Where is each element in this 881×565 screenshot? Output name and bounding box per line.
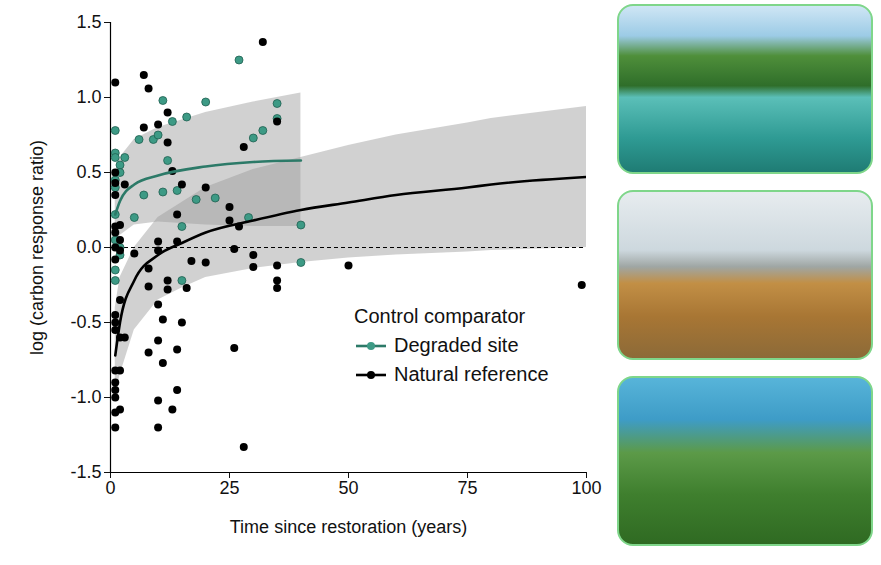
svg-text:-0.5: -0.5 [70,312,101,332]
svg-text:0.5: 0.5 [76,162,101,182]
svg-text:Time since restoration (years): Time since restoration (years) [230,517,467,537]
svg-text:50: 50 [338,478,358,498]
svg-text:1.0: 1.0 [76,87,101,107]
svg-text:25: 25 [219,478,239,498]
svg-text:1.5: 1.5 [76,12,101,32]
svg-text:100: 100 [571,478,601,498]
svg-text:0: 0 [105,478,115,498]
svg-text:-1.5: -1.5 [70,462,101,482]
svg-text:0.0: 0.0 [76,237,101,257]
html-text:Natural reference: Natural reference [394,363,549,385]
html-text:Degraded site: Degraded site [394,334,519,356]
html-text:Control comparator: Control comparator [354,305,526,327]
svg-text:75: 75 [457,478,477,498]
svg-text:log (carbon response ratio): log (carbon response ratio) [27,140,47,355]
svg-text:-1.0: -1.0 [70,387,101,407]
